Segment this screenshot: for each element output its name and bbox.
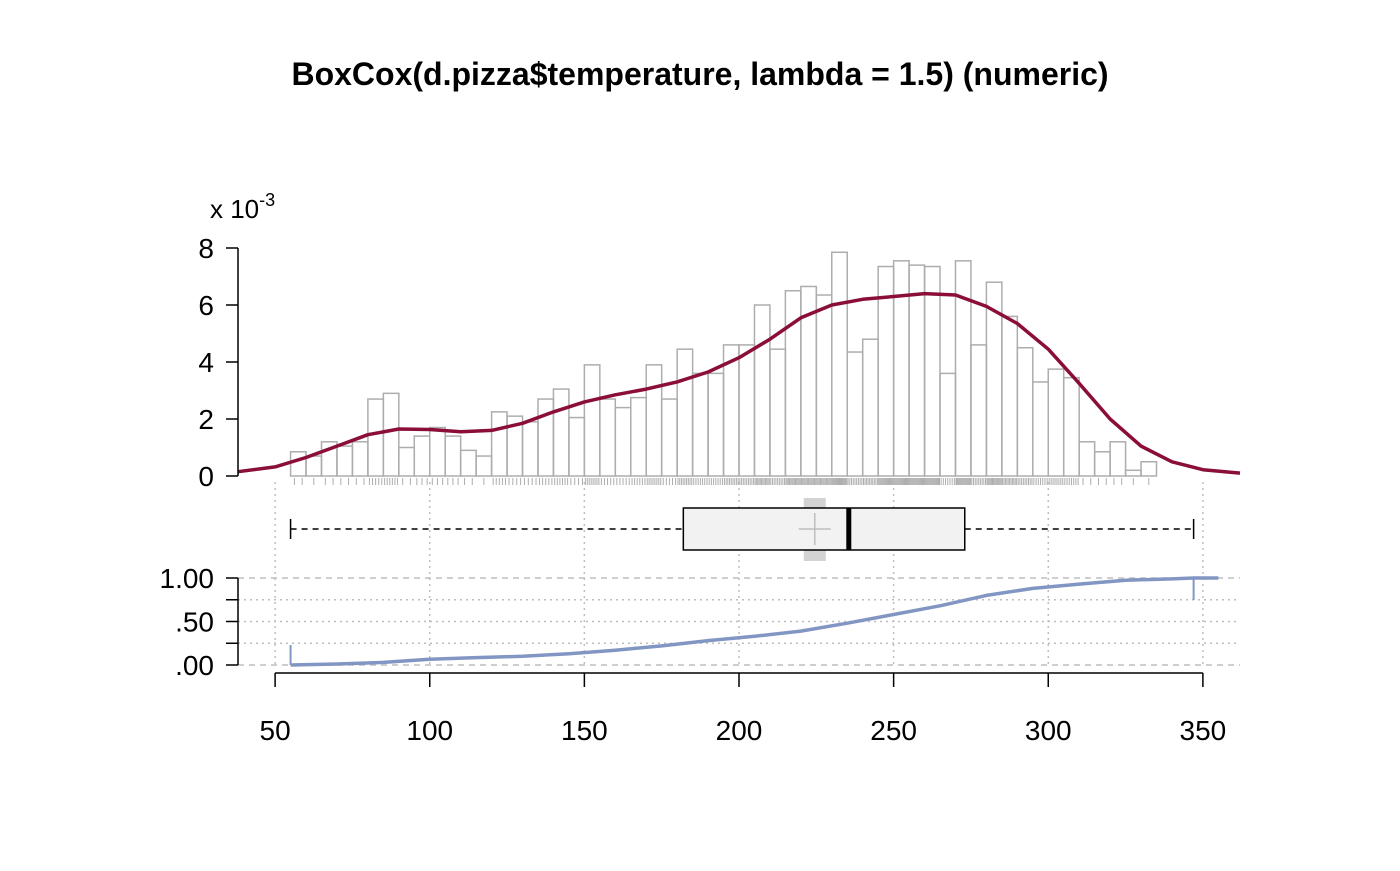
histogram-bar bbox=[1078, 441, 1096, 477]
histogram-bar bbox=[459, 449, 477, 477]
x-tick-label: 50 bbox=[260, 715, 291, 746]
histogram-bar bbox=[367, 398, 385, 477]
histogram-bar bbox=[444, 435, 462, 477]
x-tick-label: 150 bbox=[561, 715, 608, 746]
histogram-bar bbox=[1140, 461, 1158, 477]
histogram-bar bbox=[398, 446, 416, 477]
histogram-bar bbox=[351, 441, 369, 477]
hist-y-tick-label: 6 bbox=[198, 290, 214, 321]
histogram-bar bbox=[954, 260, 972, 477]
histogram-bar bbox=[676, 348, 694, 477]
histogram-bar bbox=[1016, 347, 1034, 477]
histogram-bar bbox=[630, 396, 647, 477]
histogram-bar bbox=[490, 411, 508, 477]
histogram-bar bbox=[970, 344, 988, 477]
histogram-bar bbox=[1124, 469, 1142, 477]
x-tick-label: 200 bbox=[716, 715, 763, 746]
histogram-bar bbox=[1001, 315, 1019, 477]
hist-scale-exponent: -3 bbox=[259, 190, 275, 210]
hist-scale-label: x 10-3 bbox=[210, 190, 275, 224]
x-tick-label: 350 bbox=[1180, 715, 1227, 746]
hist-y-tick-label: 8 bbox=[198, 233, 214, 264]
histogram-bar bbox=[413, 435, 431, 477]
histogram-bar bbox=[660, 398, 678, 477]
histogram-bar bbox=[568, 416, 586, 477]
hist-y-tick-label: 4 bbox=[198, 347, 214, 378]
histogram-bar bbox=[289, 451, 307, 477]
histogram-bar bbox=[831, 251, 848, 477]
histogram-bar bbox=[815, 294, 833, 477]
x-tick-label: 300 bbox=[1025, 715, 1072, 746]
histogram-bar bbox=[305, 455, 323, 477]
histogram-bar bbox=[861, 338, 879, 477]
histogram-bar bbox=[908, 264, 926, 477]
x-tick-label: 100 bbox=[406, 715, 453, 746]
histogram-bar bbox=[923, 265, 941, 477]
x-tick-label: 250 bbox=[870, 715, 917, 746]
histogram-bar bbox=[537, 398, 555, 477]
histogram-bar bbox=[846, 351, 864, 477]
histogram-bar bbox=[1032, 381, 1050, 477]
ecdf-y-tick-label: .50 bbox=[175, 607, 214, 638]
histogram-bar bbox=[892, 260, 910, 477]
histogram-bar bbox=[599, 398, 617, 477]
histogram-bar bbox=[428, 426, 446, 477]
histogram-bar bbox=[1047, 368, 1065, 477]
chart-title: BoxCox(d.pizza$temperature, lambda = 1.5… bbox=[291, 56, 1109, 92]
histogram-bar bbox=[552, 388, 570, 477]
histogram-bar bbox=[753, 304, 771, 477]
histogram-bar bbox=[939, 372, 957, 477]
hist-y-tick-label: 0 bbox=[198, 461, 214, 492]
ecdf-curve bbox=[290, 576, 1219, 667]
histogram-bar bbox=[707, 372, 725, 477]
histogram-bar bbox=[691, 372, 709, 477]
ecdf-y-tick-label: 1.00 bbox=[160, 563, 215, 594]
ecdf-y-tick-label: .00 bbox=[175, 650, 214, 681]
histogram-bar bbox=[738, 344, 756, 477]
density-curve bbox=[237, 291, 1241, 475]
hist-y-tick-label: 2 bbox=[198, 404, 214, 435]
histogram-bar bbox=[382, 392, 400, 477]
histogram-bar bbox=[1062, 376, 1080, 477]
histogram-bar bbox=[583, 364, 601, 477]
histogram-bar bbox=[769, 348, 787, 477]
histogram-bar bbox=[336, 445, 354, 477]
histogram-bar bbox=[521, 421, 539, 477]
histogram-bar bbox=[614, 406, 632, 477]
histogram-bar bbox=[475, 455, 493, 477]
histogram-bar bbox=[1109, 441, 1127, 477]
histogram-bar bbox=[1093, 451, 1111, 477]
histogram-bar bbox=[645, 364, 663, 477]
